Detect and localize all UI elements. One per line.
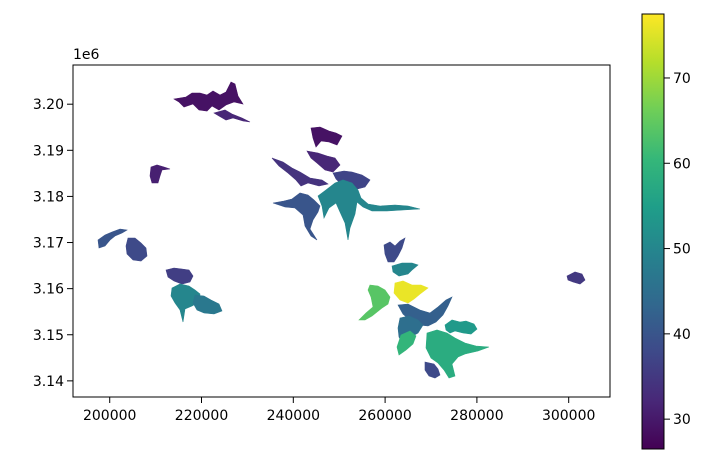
map-region: [383, 237, 406, 263]
map-region: [310, 126, 343, 148]
x-tick-label: 260000: [358, 408, 411, 424]
colorbar-tick-label: 60: [673, 156, 691, 172]
colorbar-tick-label: 30: [673, 412, 691, 428]
map-region: [391, 262, 419, 277]
colorbar-tick-label: 70: [673, 71, 691, 87]
plot-frame: [72, 64, 611, 398]
map-regions: [97, 81, 586, 379]
map-region: [424, 361, 441, 379]
map-region: [317, 179, 421, 241]
map-region: [165, 267, 194, 285]
y-tick-label: 3.17: [33, 236, 64, 252]
map-region: [444, 319, 478, 335]
colorbar-ticks: 30 40 50 60 70: [664, 71, 691, 428]
map-region: [393, 280, 429, 304]
x-tick-label: 220000: [175, 408, 228, 424]
map-region: [272, 192, 321, 241]
x-tick-label: 280000: [450, 408, 503, 424]
y-tick-label: 3.19: [33, 143, 64, 159]
map-region: [425, 329, 490, 379]
y-tick-label: 3.14: [33, 374, 64, 390]
map-region: [358, 284, 391, 321]
y-offset-label: 1e6: [73, 47, 100, 63]
map-region: [173, 81, 244, 112]
x-axis: 200000 220000 240000 260000 280000 300000: [83, 397, 595, 424]
y-axis: 3.14 3.15 3.16 3.17 3.18 3.19 3.20: [33, 97, 73, 390]
colorbar-tick-label: 50: [673, 242, 691, 258]
colorbar-tick-label: 40: [673, 327, 691, 343]
x-tick-label: 200000: [83, 408, 136, 424]
y-tick-label: 3.15: [33, 328, 64, 344]
colorbar: 30 40 50 60 70: [641, 13, 691, 450]
plot-area: [72, 64, 611, 398]
map-region: [170, 283, 201, 323]
map-region: [271, 157, 329, 187]
map-region: [566, 271, 586, 285]
map-region: [97, 228, 128, 249]
x-tick-label: 240000: [267, 408, 320, 424]
plot-background: [73, 65, 610, 397]
map-region: [396, 330, 417, 356]
y-tick-label: 3.16: [33, 282, 64, 298]
colorbar-frame: [641, 13, 665, 450]
y-tick-label: 3.18: [33, 189, 64, 205]
map-region: [213, 109, 251, 123]
y-tick-label: 3.20: [33, 97, 64, 113]
map-region: [192, 294, 223, 315]
map-region: [149, 164, 171, 184]
map-region: [125, 237, 148, 262]
colorbar-gradient: [642, 14, 664, 449]
x-tick-label: 300000: [542, 408, 595, 424]
map-region: [306, 150, 341, 173]
